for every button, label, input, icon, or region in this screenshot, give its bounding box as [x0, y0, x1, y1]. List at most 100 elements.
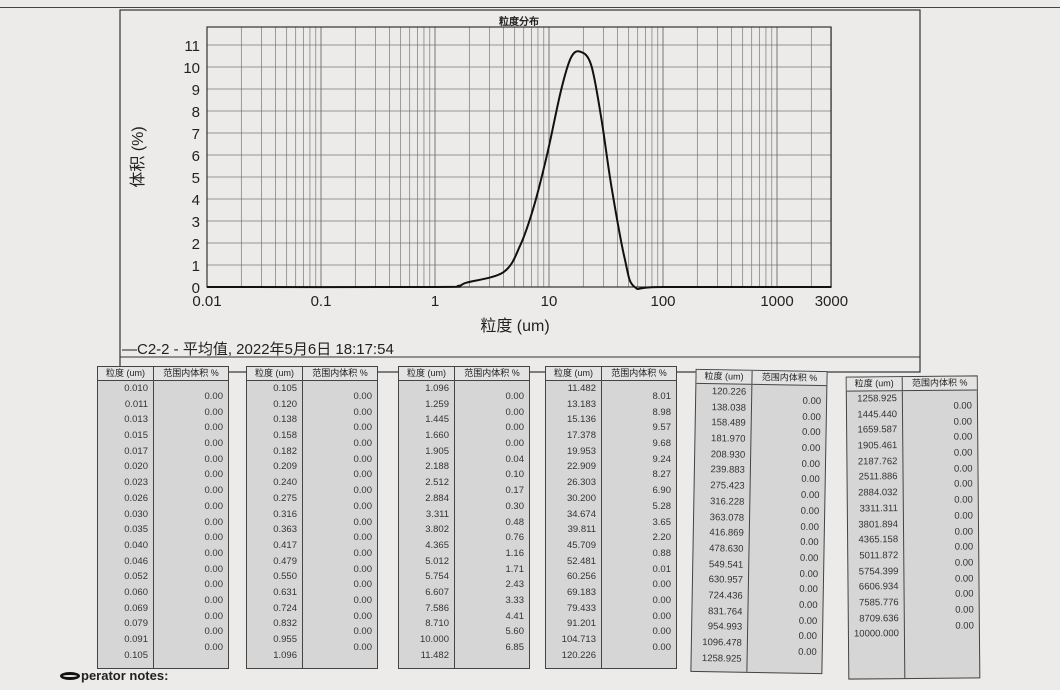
size-cell: 5754.399: [858, 565, 899, 578]
volume-cell: 0.00: [204, 469, 224, 481]
volume-cell: 0.00: [954, 541, 974, 553]
size-cell: 549.541: [708, 558, 744, 571]
size-cell: 0.316: [273, 508, 297, 520]
volume-cell: 3.33: [505, 594, 525, 606]
size-cell: 3311.311: [859, 502, 898, 515]
size-cell: 239.883: [710, 464, 745, 477]
size-cell: 158.489: [711, 417, 746, 430]
size-cell: 138.038: [711, 401, 747, 414]
volume-cell: 0.00: [800, 521, 820, 533]
size-cell: 2884.032: [858, 487, 898, 499]
volume-cell: 0.00: [204, 547, 224, 559]
x-tick-label: 10: [541, 293, 558, 310]
size-cell: 724.436: [708, 590, 743, 602]
size-cell: 10000.000: [853, 628, 899, 640]
x-tick-label: 1: [431, 293, 439, 310]
size-cell: 26.303: [566, 477, 596, 489]
size-cell: 2.884: [425, 492, 449, 504]
y-axis-label: 体积 (%): [129, 126, 147, 187]
volume-cell: 0.00: [204, 594, 224, 606]
y-tick-labels: 0 1 2 3 4 5 6 7 8 9 10 11: [183, 38, 200, 297]
volume-cell: 0.00: [204, 453, 224, 465]
volume-cell: 0.00: [505, 391, 525, 402]
size-cell: 5011.872: [859, 550, 899, 562]
volume-cell: 0.00: [652, 610, 672, 622]
volume-cell: 0.00: [652, 626, 672, 638]
size-cell: 8.710: [425, 618, 449, 630]
volume-cell: 0.00: [802, 395, 822, 408]
volume-cell: 9.57: [652, 422, 672, 434]
volume-cell: 0.00: [353, 469, 373, 481]
volume-cell: 0.00: [953, 416, 973, 428]
volume-cell: 0.00: [353, 516, 373, 528]
volume-cell: 0.00: [798, 646, 817, 659]
volume-cell: 0.10: [505, 469, 525, 481]
operator-notes-o-glyph: [60, 671, 80, 680]
volume-column-header: 范围内体积 %: [312, 368, 368, 378]
size-cell: 0.105: [273, 383, 297, 394]
size-cell: 0.550: [273, 571, 297, 583]
size-cell: 0.069: [124, 602, 148, 614]
volume-cell: 0.00: [204, 391, 224, 402]
size-table: 粒度 (um) 范围内体积 % 1258.925 1445.440 1659.587 19…: [845, 375, 981, 680]
size-cell: 416.869: [709, 527, 744, 539]
volume-cell: 0.00: [798, 615, 818, 627]
volume-cell: 0.00: [953, 400, 972, 412]
size-cell: 0.011: [124, 398, 148, 410]
volume-cell: 0.00: [505, 406, 525, 418]
volume-column-header: 范围内体积 %: [611, 368, 667, 378]
size-cell: 0.026: [124, 492, 148, 504]
y-tick-label: 7: [192, 126, 200, 143]
size-cell: 208.930: [710, 448, 746, 461]
size-cell: 5.754: [425, 571, 449, 583]
x-tick-label: 100: [650, 293, 675, 310]
volume-cell: 6.90: [652, 485, 672, 497]
size-cell: 1.445: [425, 414, 449, 426]
volume-cell: 0.00: [204, 626, 224, 638]
size-cell: 0.363: [273, 524, 297, 536]
x-tick-label: 0.1: [311, 293, 332, 310]
size-cell: 4.365: [425, 539, 449, 551]
size-cell: 11.482: [567, 383, 596, 394]
size-column-header: 粒度 (um): [247, 367, 303, 380]
size-cell: 0.182: [273, 445, 297, 457]
size-cell: 1.096: [273, 649, 297, 661]
volume-cell: 0.48: [505, 516, 525, 528]
volume-cell: 0.00: [353, 391, 373, 402]
volume-cell: 0.00: [954, 525, 974, 538]
volume-cell: 0.00: [204, 406, 224, 418]
volume-cell: 0.00: [798, 599, 818, 611]
volume-cell: 0.00: [353, 438, 373, 450]
x-tick-labels: 0.01 0.1 1 10 100 1000 3000: [192, 293, 848, 310]
volume-cell: 0.00: [204, 610, 224, 622]
volume-cell: 0.00: [954, 557, 974, 569]
volume-cell: 8.27: [652, 469, 672, 481]
volume-cell: 0.00: [802, 411, 821, 423]
volume-cell: 0.00: [801, 427, 821, 439]
volume-cell: 0.76: [505, 532, 525, 544]
size-cell: 0.040: [124, 539, 148, 551]
operator-notes-label: perator notes:: [81, 668, 169, 683]
size-cell: 2511.886: [858, 471, 898, 483]
size-cell: 0.479: [273, 555, 297, 567]
size-cell: 2187.762: [857, 455, 898, 468]
size-column-header: 粒度 (um): [399, 367, 455, 380]
volume-cell: 0.00: [953, 447, 973, 459]
size-cell: 0.240: [273, 477, 297, 489]
volume-cell: 6.85: [505, 642, 525, 653]
size-column-header: 粒度 (um): [98, 367, 154, 380]
size-cell: 1905.461: [857, 440, 898, 452]
size-cell: 6.607: [425, 586, 449, 598]
size-table: 粒度 (um) 范围内体积 % 0.105 0.120 0.138 0.158 0.182 0…: [246, 366, 378, 669]
operator-notes: perator notes:: [60, 668, 168, 683]
volume-cell: 0.00: [800, 505, 820, 517]
size-cell: 831.764: [707, 605, 743, 618]
volume-cell: 0.00: [204, 642, 224, 653]
volume-cell: 0.00: [801, 458, 821, 470]
size-cell: 275.423: [710, 480, 745, 492]
volume-cell: 0.00: [652, 594, 672, 606]
x-axis-label: 粒度 (um): [480, 317, 549, 335]
y-tick-label: 6: [192, 148, 200, 165]
size-cell: 13.183: [566, 398, 596, 410]
volume-column-header: 范围内体积 %: [761, 372, 818, 383]
